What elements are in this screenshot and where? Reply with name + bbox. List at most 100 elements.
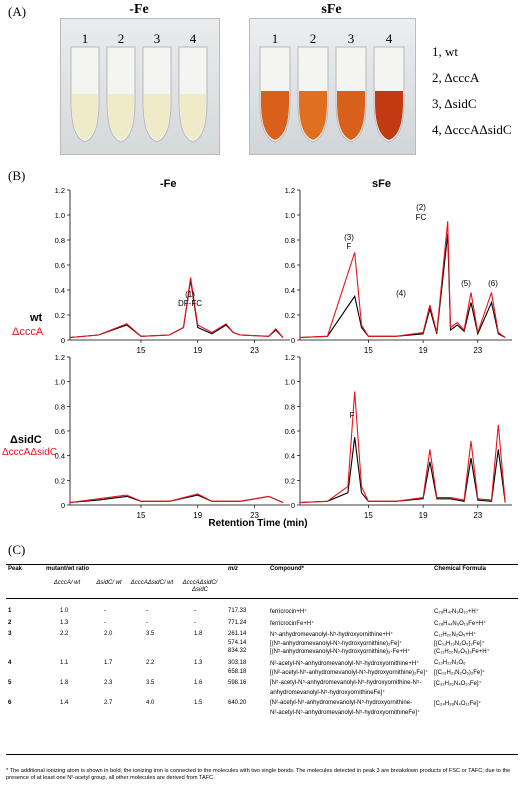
cell-ratio-ccca: 1.3 bbox=[60, 619, 69, 626]
table-footnote: * The additional ionizing atom is shown … bbox=[6, 768, 511, 782]
peak-label-1: (1) bbox=[185, 290, 195, 299]
header-mz: m/z bbox=[228, 566, 239, 572]
cell-ratio-double-sidc: 1.3 bbox=[194, 660, 203, 666]
tubes-no-iron-photo: 1 2 3 4 bbox=[60, 18, 220, 155]
table-bottom-rule bbox=[6, 754, 518, 755]
x-tick-label: 15 bbox=[364, 511, 373, 520]
y-tick-label: 0.2 bbox=[285, 311, 295, 320]
tubes-iron-photo: 1 2 3 4 bbox=[249, 18, 416, 155]
series-line-red bbox=[69, 277, 284, 339]
cell-mz: 771.24 bbox=[228, 619, 247, 626]
cell-ratio-double-sidc: 1.8 bbox=[194, 631, 203, 638]
header-ratio: mutant/wt ratio bbox=[46, 566, 89, 572]
cell-compound: [(N⁵-anhydromevanolyl-N⁵-hydroxyornithin… bbox=[270, 640, 403, 647]
series-line-red bbox=[69, 493, 284, 504]
y-tick-label: 1.2 bbox=[285, 353, 295, 362]
cell-compound: N²-acetyl-N⁵-anhydromevanolyl-N⁵-hydroxy… bbox=[270, 710, 421, 716]
y-tick-label: 0.6 bbox=[55, 427, 65, 436]
cell-ratio-sidc: 2.3 bbox=[104, 680, 113, 687]
cell-formula: C₁₁H₂₀N₂O₅+H⁺ bbox=[434, 632, 477, 639]
series-line-red bbox=[299, 391, 506, 504]
y-tick-label: 0.2 bbox=[55, 476, 65, 485]
y-tick-label: 0.6 bbox=[285, 427, 295, 436]
cell-formula: C₂₈H₄₇N₉O₁₃+H⁺ bbox=[434, 609, 479, 615]
chromatogram-figure: 0 0.2 0.4 0.6 0.8 1.0 1.2 15 19 23 0 0.2 0.4 0.6 0.8 1… bbox=[55, 186, 512, 529]
cell-peak: 6 bbox=[8, 700, 12, 707]
cell-ratio-ccca: 2.2 bbox=[60, 631, 69, 638]
cell-mz: 303.18 bbox=[228, 660, 247, 666]
tube-number: 1 bbox=[271, 31, 279, 46]
cell-formula: [(C₁₁H₁₉N₂O₅)₂Fe]⁺ bbox=[434, 640, 485, 647]
chart-sidc-iron: 0 0.2 0.4 0.6 0.8 1.0 1.2 15 19 23 bbox=[285, 353, 512, 520]
cell-ratio-double: - bbox=[146, 608, 148, 614]
cell-ratio-double: 3.5 bbox=[146, 631, 155, 638]
cell-peak: 1 bbox=[8, 608, 12, 614]
cell-ratio-sidc: - bbox=[104, 619, 106, 626]
y-tick-label: 0.4 bbox=[285, 452, 295, 461]
subheader-double-wt: ΔcccAΔsidC/ wt bbox=[130, 580, 174, 586]
y-tick-label: 1.2 bbox=[55, 353, 65, 362]
row1-label-red: ΔcccA bbox=[12, 326, 44, 338]
tube-number: 2 bbox=[309, 31, 317, 46]
y-tick-label: 0.6 bbox=[285, 261, 295, 270]
tube-number: 3 bbox=[153, 31, 161, 46]
chart-wt-iron: 0 0.2 0.4 0.6 0.8 1.0 1.2 15 19 23 bbox=[285, 186, 512, 355]
legend-strain-2: 2, ΔcccA bbox=[432, 70, 480, 85]
cell-compound: anhydromevanolyl-N⁵-hydroxyornithineFe]⁺ bbox=[270, 689, 386, 696]
tube-number: 4 bbox=[189, 31, 197, 46]
cell-compound: N⁵-anhydromevanolyl-N⁵-hydroxyornithine+… bbox=[270, 632, 394, 639]
cell-ratio-sidc: 2.0 bbox=[104, 631, 113, 638]
y-tick-label: 0 bbox=[291, 501, 295, 510]
x-tick-label: 19 bbox=[419, 511, 428, 520]
cell-mz: 834.32 bbox=[228, 648, 247, 655]
y-tick-label: 0.4 bbox=[55, 286, 65, 295]
y-tick-label: 0.8 bbox=[285, 402, 295, 411]
col-title-no-iron: -Fe bbox=[160, 178, 177, 190]
cell-ratio-sidc: - bbox=[104, 608, 106, 614]
y-tick-label: 1.2 bbox=[55, 186, 65, 195]
cell-mz: 658.18 bbox=[228, 668, 247, 675]
cell-ratio-ccca: 1.0 bbox=[60, 608, 69, 614]
chart-wt-no-iron: 0 0.2 0.4 0.6 0.8 1.0 1.2 15 19 23 bbox=[55, 186, 290, 355]
tubes-no-iron-graphic bbox=[70, 46, 208, 143]
x-tick-label: 15 bbox=[137, 511, 146, 520]
cell-formula: [(C₁₃H₂₁N₂O₆)₂Fe]⁺ bbox=[434, 669, 486, 676]
panel-b-label: (B) bbox=[8, 168, 26, 183]
x-tick-label: 19 bbox=[193, 346, 202, 355]
x-tick-label: 23 bbox=[473, 511, 482, 520]
col-title-iron: sFe bbox=[372, 178, 391, 190]
cell-ratio-double: 4.0 bbox=[146, 700, 155, 707]
peak-label-f: F bbox=[347, 242, 352, 251]
y-tick-label: 0 bbox=[61, 336, 65, 345]
cell-mz: 261.14 bbox=[228, 631, 247, 638]
peak-label-5: (5) bbox=[461, 279, 471, 288]
panel-a-label: (A) bbox=[8, 4, 27, 19]
tubes-iron-graphic bbox=[259, 46, 405, 143]
peak-label-dffc: DF-FC bbox=[178, 299, 202, 308]
cell-ratio-double-sidc: 1.6 bbox=[194, 680, 203, 687]
y-tick-label: 1.0 bbox=[55, 211, 65, 220]
x-tick-label: 23 bbox=[250, 511, 259, 520]
header-compound: Compound* bbox=[270, 566, 304, 572]
x-tick-label: 15 bbox=[364, 346, 373, 355]
cell-ratio-double: 3.5 bbox=[146, 680, 155, 687]
x-tick-label: 19 bbox=[419, 346, 428, 355]
y-tick-label: 0.2 bbox=[55, 311, 65, 320]
peak-label-2: (2) bbox=[416, 203, 426, 212]
legend-strain-4: 4, ΔcccAΔsidC bbox=[432, 122, 512, 137]
peak-label-3: (3) bbox=[344, 233, 354, 242]
tube-number: 1 bbox=[81, 31, 89, 46]
row2-label-red: ΔcccAΔsidC bbox=[2, 447, 58, 458]
y-tick-label: 0.6 bbox=[55, 261, 65, 270]
cell-mz: 717.33 bbox=[228, 608, 247, 614]
cell-mz: 640.20 bbox=[228, 700, 247, 707]
cell-ratio-double-sidc: - bbox=[194, 608, 196, 614]
cell-peak: 4 bbox=[8, 660, 12, 666]
cell-ratio-ccca: 1.1 bbox=[60, 660, 69, 666]
cell-compound: [(N⁵-anhydromevanolyl-N⁵-hydroxyornithin… bbox=[270, 649, 411, 656]
y-tick-label: 0.4 bbox=[55, 452, 65, 461]
cell-compound: [N⁵-acetyl-N⁵-anhydromevanolyl-N⁵-hydrox… bbox=[270, 680, 422, 687]
tube-number: 3 bbox=[347, 31, 355, 46]
iron-title: sFe bbox=[321, 2, 342, 17]
series-line-black bbox=[69, 279, 284, 339]
